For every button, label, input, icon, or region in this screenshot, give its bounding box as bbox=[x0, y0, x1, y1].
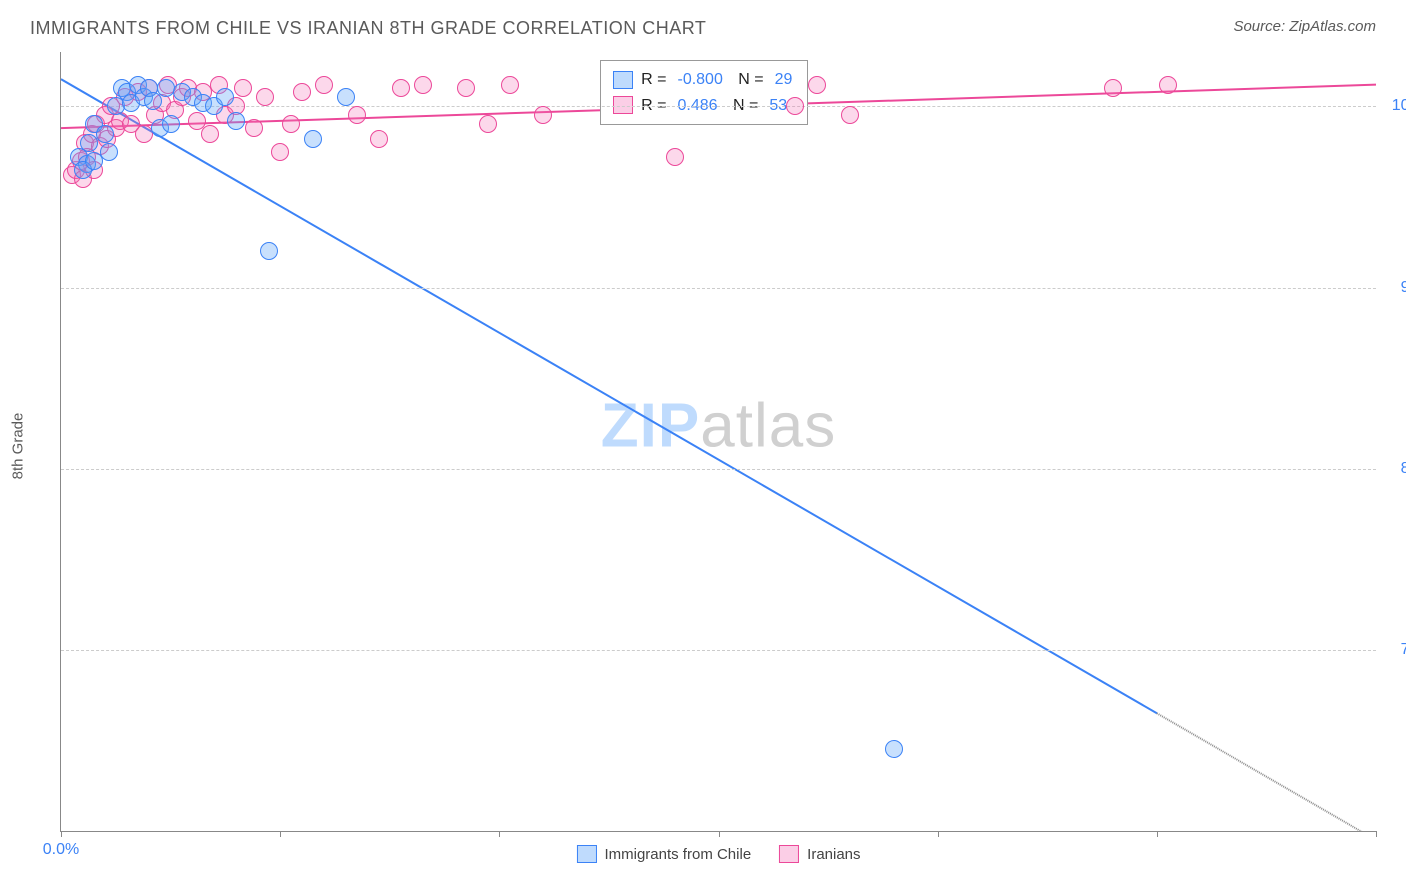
series-legend: Immigrants from Chile Iranians bbox=[576, 845, 860, 863]
gridline bbox=[61, 106, 1376, 107]
x-tick bbox=[938, 831, 939, 837]
y-tick-label: 100.0% bbox=[1392, 97, 1406, 115]
data-point bbox=[337, 88, 355, 106]
data-point bbox=[245, 119, 263, 137]
x-tick bbox=[1376, 831, 1377, 837]
data-point bbox=[282, 115, 300, 133]
data-point bbox=[534, 106, 552, 124]
legend-item-chile: Immigrants from Chile bbox=[576, 845, 751, 863]
data-point bbox=[414, 76, 432, 94]
gridline bbox=[61, 469, 1376, 470]
y-tick-label: 80.0% bbox=[1401, 460, 1406, 478]
gridline bbox=[61, 650, 1376, 651]
data-point bbox=[100, 143, 118, 161]
data-point bbox=[271, 143, 289, 161]
legend-label-chile: Immigrants from Chile bbox=[604, 846, 751, 863]
swatch-blue-icon bbox=[576, 845, 596, 863]
y-tick-label: 70.0% bbox=[1401, 641, 1406, 659]
data-point bbox=[96, 125, 114, 143]
data-point bbox=[201, 125, 219, 143]
data-point bbox=[885, 740, 903, 758]
data-point bbox=[260, 242, 278, 260]
data-point bbox=[348, 106, 366, 124]
n-value-chile: 29 bbox=[775, 67, 793, 93]
n-label: N = bbox=[734, 67, 764, 93]
gridline bbox=[61, 288, 1376, 289]
trendlines-layer bbox=[61, 52, 1376, 831]
data-point bbox=[479, 115, 497, 133]
x-tick-label: 0.0% bbox=[43, 841, 79, 859]
data-point bbox=[256, 88, 274, 106]
data-point bbox=[392, 79, 410, 97]
x-tick bbox=[280, 831, 281, 837]
legend-label-iranian: Iranians bbox=[807, 846, 860, 863]
legend-row-chile: R = -0.800 N = 29 bbox=[613, 67, 795, 93]
watermark-atlas: atlas bbox=[700, 391, 836, 460]
x-tick bbox=[719, 831, 720, 837]
swatch-pink-icon bbox=[779, 845, 799, 863]
data-point bbox=[293, 83, 311, 101]
y-axis-label: 8th Grade bbox=[10, 413, 27, 480]
swatch-blue-icon bbox=[613, 71, 633, 89]
data-point bbox=[1159, 76, 1177, 94]
r-value-chile: -0.800 bbox=[677, 67, 722, 93]
data-point bbox=[786, 97, 804, 115]
data-point bbox=[501, 76, 519, 94]
x-tick bbox=[499, 831, 500, 837]
data-point bbox=[304, 130, 322, 148]
data-point bbox=[234, 79, 252, 97]
data-point bbox=[162, 115, 180, 133]
data-point bbox=[457, 79, 475, 97]
data-point bbox=[315, 76, 333, 94]
r-label: R = bbox=[641, 67, 666, 93]
x-tick bbox=[61, 831, 62, 837]
data-point bbox=[227, 112, 245, 130]
data-point bbox=[370, 130, 388, 148]
watermark-text: ZIPatlas bbox=[601, 390, 836, 461]
legend-item-iranian: Iranians bbox=[779, 845, 860, 863]
source-attribution: Source: ZipAtlas.com bbox=[1233, 18, 1376, 35]
data-point bbox=[808, 76, 826, 94]
watermark-zip: ZIP bbox=[601, 391, 700, 460]
correlation-legend: R = -0.800 N = 29 R = 0.486 N = 53 bbox=[600, 60, 808, 125]
data-point bbox=[841, 106, 859, 124]
x-tick bbox=[1157, 831, 1158, 837]
chart-title: IMMIGRANTS FROM CHILE VS IRANIAN 8TH GRA… bbox=[30, 18, 706, 39]
data-point bbox=[216, 88, 234, 106]
chart-plot-area: ZIPatlas R = -0.800 N = 29 R = 0.486 N =… bbox=[60, 52, 1376, 832]
y-tick-label: 90.0% bbox=[1401, 279, 1406, 297]
data-point bbox=[666, 148, 684, 166]
data-point bbox=[1104, 79, 1122, 97]
